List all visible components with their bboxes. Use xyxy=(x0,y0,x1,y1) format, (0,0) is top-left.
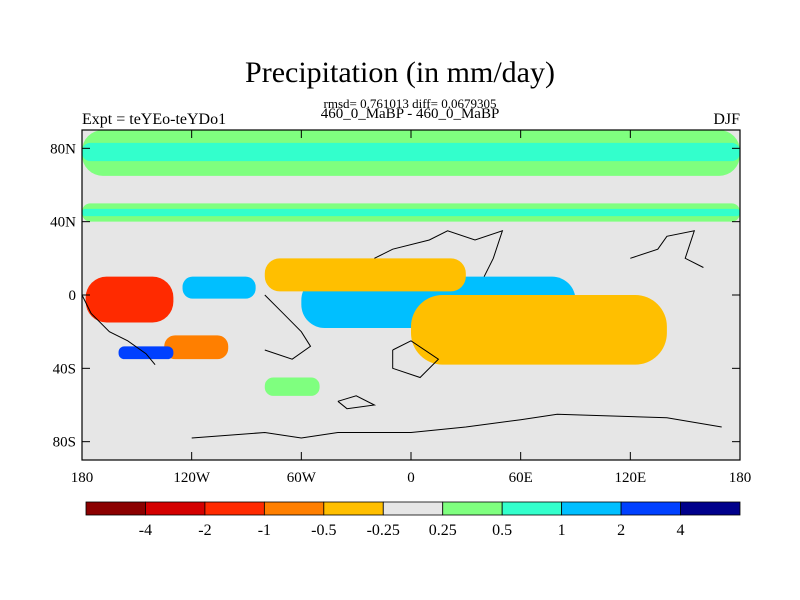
continent-outline-north-outline xyxy=(374,230,504,277)
colorbar-swatch xyxy=(263,501,325,516)
map-layer xyxy=(82,130,740,460)
y-tick-label: 80S xyxy=(53,435,76,451)
season-label: DJF xyxy=(713,111,740,128)
x-tick-label: 0 xyxy=(407,470,415,486)
colorbar-label: 0.5 xyxy=(492,522,512,539)
colorbar-swatch xyxy=(680,501,741,516)
colorbar-swatch xyxy=(204,501,265,516)
precip-region-south-pacific-wet xyxy=(118,346,174,360)
colorbar-label: 2 xyxy=(617,522,625,539)
colorbar-label: 1 xyxy=(558,522,566,539)
chart-subtitle2: 460_0_MaBP - 460_0_MaBP xyxy=(320,106,500,122)
colorbar-swatch xyxy=(323,501,384,516)
chart-title: Precipitation (in mm/day) xyxy=(245,56,555,89)
continent-outline-south-outline xyxy=(81,294,156,366)
precip-region-northern-midlat-wetter-band xyxy=(82,208,740,217)
colorbar-swatch xyxy=(620,501,681,516)
continent-outline-small-outline-1 xyxy=(337,395,377,410)
continent-outline-east-outline xyxy=(630,230,704,268)
precip-region-far-south-dry-patch xyxy=(118,405,156,415)
precip-region-southern-wet-patch xyxy=(264,377,320,396)
colorbar-swatch xyxy=(442,501,503,516)
colorbar-label: -1 xyxy=(258,522,271,539)
precip-region-central-pacific-wet xyxy=(182,276,256,299)
continent-outline-mid-outline xyxy=(264,294,312,360)
chart-subtitle: rmsd= 0.761013 diff= 0.0679305 xyxy=(323,96,497,111)
y-tick-label: 40N xyxy=(50,215,76,231)
continent-outline-small-outline-2 xyxy=(392,340,440,379)
precip-region-indian-ocean-dry-fringe xyxy=(411,295,667,365)
y-tick-label: 80N xyxy=(50,141,76,157)
colorbar-label: 4 xyxy=(677,522,685,539)
colorbar-swatch xyxy=(561,501,622,516)
precip-region-south-pacific-dry xyxy=(164,335,229,360)
colorbar-label: -2 xyxy=(198,522,211,539)
continent-outline-south-pole-outline xyxy=(191,413,722,439)
colorbar: -4 -2 -1 -0.5 -0.25 0.25 0.5 1 2 4 xyxy=(85,501,741,539)
precip-region-north-tropical-dry-fringe xyxy=(264,258,466,292)
y-tick-label: 0 xyxy=(69,288,77,304)
x-tick-label: 120E xyxy=(614,470,646,486)
x-tick-label: 60W xyxy=(287,470,317,486)
colorbar-label: -4 xyxy=(139,522,152,539)
colorbar-swatch xyxy=(85,501,146,516)
colorbar-swatch xyxy=(145,501,206,516)
axis-layer: 180 120W 60W 0 60E 120E 180 80N 40N 0 40S 80S xyxy=(50,130,751,486)
x-tick-label: 180 xyxy=(729,470,752,486)
y-tick-label: 40S xyxy=(53,361,76,377)
colorbar-swatch xyxy=(382,501,444,516)
precip-region-east-pacific-dry xyxy=(85,276,174,323)
x-tick-label: 180 xyxy=(71,470,94,486)
colorbar-label: -0.5 xyxy=(311,522,336,539)
x-tick-label: 60E xyxy=(509,470,533,486)
continent-outline-layer xyxy=(81,230,722,439)
experiment-label: Expt = teYEo-teYDo1 xyxy=(82,111,227,128)
colorbar-label: 0.25 xyxy=(429,522,457,539)
colorbar-label: -0.25 xyxy=(367,522,400,539)
colorbar-swatch xyxy=(501,501,563,516)
precip-region-arctic-wetter-band xyxy=(82,142,740,162)
x-tick-label: 120W xyxy=(173,470,211,486)
